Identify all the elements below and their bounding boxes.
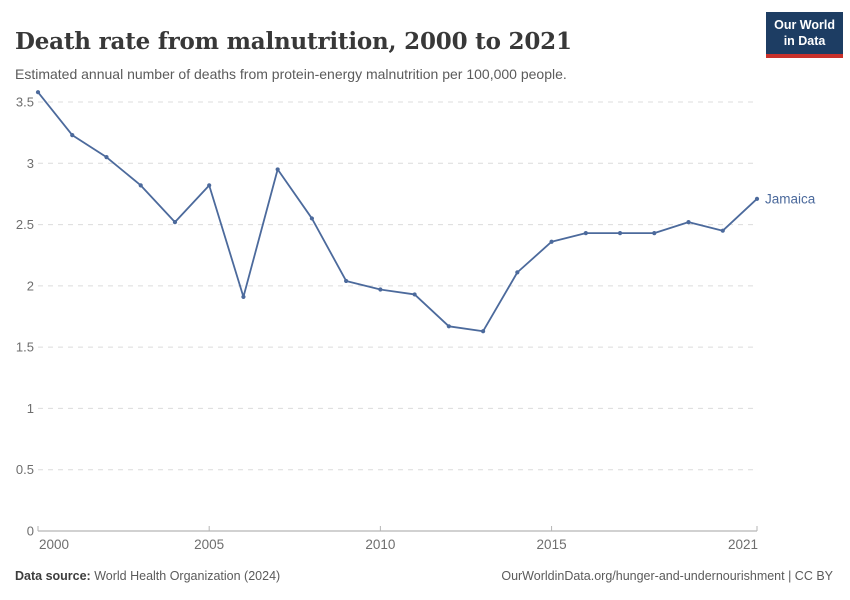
- x-tick-label: 2005: [194, 537, 224, 552]
- y-tick-label: 3.5: [16, 95, 34, 110]
- chart-footer: Data source: World Health Organization (…: [15, 569, 833, 583]
- data-source-note: Data source: World Health Organization (…: [15, 569, 280, 583]
- y-tick-label: 3: [27, 156, 34, 171]
- page-title: Death rate from malnutrition, 2000 to 20…: [15, 28, 572, 56]
- data-point-marker: [652, 231, 657, 236]
- data-source-label: Data source:: [15, 569, 91, 583]
- data-point-marker: [446, 324, 451, 329]
- data-point-marker: [138, 183, 143, 188]
- data-point-marker: [35, 90, 41, 95]
- data-point-marker: [309, 216, 315, 221]
- y-tick-label: 1: [27, 401, 34, 416]
- y-tick-label: 2.5: [16, 217, 34, 232]
- attribution-link[interactable]: OurWorldinData.org/hunger-and-undernouri…: [501, 569, 833, 583]
- owid-logo[interactable]: Our World in Data: [766, 12, 843, 58]
- data-point-marker: [515, 270, 520, 275]
- series-line: [37, 91, 758, 333]
- x-tick-label: 2000: [39, 537, 69, 552]
- y-tick-label: 0: [27, 524, 34, 539]
- data-point-marker: [275, 167, 280, 172]
- data-point-marker: [172, 220, 178, 225]
- y-tick-label: 2: [27, 278, 34, 293]
- data-point-marker: [583, 231, 588, 236]
- owid-logo-line1: Our World: [774, 18, 835, 32]
- data-point-marker: [241, 294, 246, 299]
- data-point-marker: [207, 183, 212, 188]
- y-tick-label: 0.5: [16, 462, 34, 477]
- data-point-marker: [378, 287, 383, 292]
- data-source-value: World Health Organization (2024): [90, 569, 281, 583]
- chart-subtitle: Estimated annual number of deaths from p…: [15, 66, 567, 82]
- data-point-marker: [344, 278, 349, 284]
- data-point-marker: [412, 292, 417, 297]
- data-point-marker: [617, 231, 623, 236]
- x-tick-label: 2021: [728, 537, 758, 552]
- data-point-marker: [686, 220, 691, 225]
- data-point-marker: [104, 155, 109, 160]
- x-tick-label: 2010: [365, 537, 395, 552]
- y-tick-label: 1.5: [16, 340, 34, 355]
- data-point-marker: [70, 132, 75, 138]
- data-point-marker: [480, 329, 486, 334]
- series-end-label: Jamaica: [765, 191, 816, 206]
- owid-logo-line2: in Data: [783, 34, 826, 49]
- x-tick-label: 2015: [537, 537, 567, 552]
- data-point-marker: [720, 228, 725, 233]
- data-point-marker: [549, 239, 554, 244]
- data-point-marker: [754, 196, 760, 201]
